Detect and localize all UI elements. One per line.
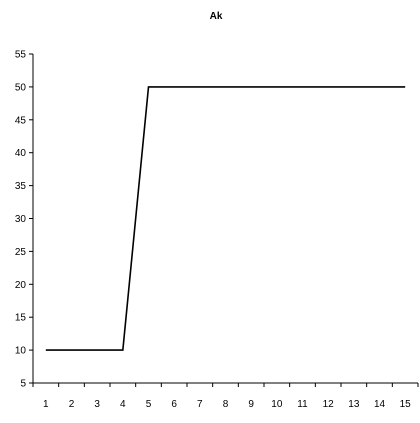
x-tick-label: 13 (348, 399, 360, 410)
x-tick-label: 8 (223, 399, 229, 410)
series-line (45, 86, 406, 351)
y-tick-label: 10 (15, 346, 27, 357)
y-tick-label: 5 (20, 379, 26, 390)
y-tick-label: 30 (15, 214, 27, 225)
x-tick-label: 10 (271, 399, 283, 410)
x-axis-ticks: 1 2 3 4 5 6 7 8 9 10 11 12 13 14 15 (32, 383, 419, 410)
x-tick-label: 7 (197, 399, 203, 410)
axes (32, 54, 418, 384)
y-tick-label: 35 (15, 181, 27, 192)
y-tick-label: 50 (15, 82, 27, 93)
x-tick-label: 2 (69, 399, 75, 410)
x-tick-label: 1 (43, 399, 49, 410)
x-tick-label: 15 (400, 399, 412, 410)
x-tick-label: 9 (248, 399, 254, 410)
y-tick-label: 25 (15, 247, 27, 258)
x-tick-label: 5 (146, 399, 152, 410)
x-tick-label: 6 (171, 399, 177, 410)
y-tick-label: 20 (15, 280, 27, 291)
y-tick-label: 15 (15, 313, 27, 324)
x-tick-label: 3 (94, 399, 100, 410)
x-tick-label: 12 (323, 399, 335, 410)
x-tick-label: 14 (374, 399, 386, 410)
y-tick-label: 45 (15, 115, 27, 126)
y-tick-label: 55 (15, 50, 27, 61)
y-axis-ticks: 5 10 15 20 25 30 35 40 45 50 55 (15, 50, 33, 390)
y-tick-label: 40 (15, 148, 27, 159)
series-layer (45, 86, 406, 351)
x-tick-label: 11 (297, 399, 308, 410)
x-tick-label: 4 (120, 399, 126, 410)
chart-title: Ak (210, 11, 223, 22)
